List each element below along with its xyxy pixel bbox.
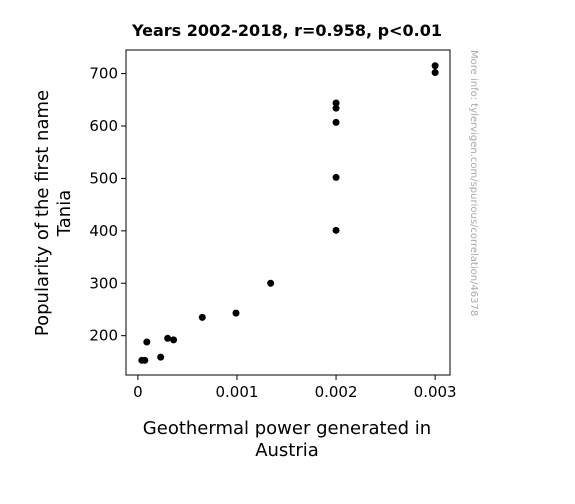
data-point-7 [232, 309, 240, 317]
data-point-3 [157, 353, 165, 361]
y-tick-label: 200 [89, 327, 118, 345]
y-tick-label: 600 [89, 117, 118, 135]
data-point-2 [143, 338, 151, 346]
y-tick-label: 700 [89, 65, 118, 83]
y-tick-label: 400 [89, 222, 118, 240]
data-point-6 [198, 313, 206, 321]
y-tick-label: 500 [89, 169, 118, 187]
watermark-text: More info: tylervigen.com/spurious/corre… [468, 50, 479, 316]
data-point-1 [141, 356, 149, 364]
x-tick-label: 0.002 [315, 383, 358, 401]
y-axis-label-line-1: Popularity of the first name [32, 90, 53, 336]
chart-title: Years 2002-2018, r=0.958, p<0.01 [131, 21, 442, 40]
data-point-12 [332, 104, 340, 112]
x-tick-label: 0 [133, 383, 143, 401]
data-point-9 [332, 226, 340, 234]
data-point-13 [332, 99, 340, 107]
data-point-5 [170, 336, 178, 344]
x-axis-label-line-1: Geothermal power generated in [143, 418, 431, 439]
x-axis-label-line-2: Austria [255, 440, 319, 461]
x-tick-label: 0.003 [414, 383, 457, 401]
data-point-10 [332, 173, 340, 181]
data-point-14 [431, 69, 439, 77]
data-point-8 [267, 279, 275, 287]
data-point-15 [431, 62, 439, 70]
y-tick-label: 300 [89, 274, 118, 292]
plot-frame [125, 49, 451, 376]
x-tick-label: 0.001 [215, 383, 258, 401]
data-point-4 [164, 334, 172, 342]
data-point-11 [332, 118, 340, 126]
y-axis-label-line-2: Tania [54, 190, 75, 238]
